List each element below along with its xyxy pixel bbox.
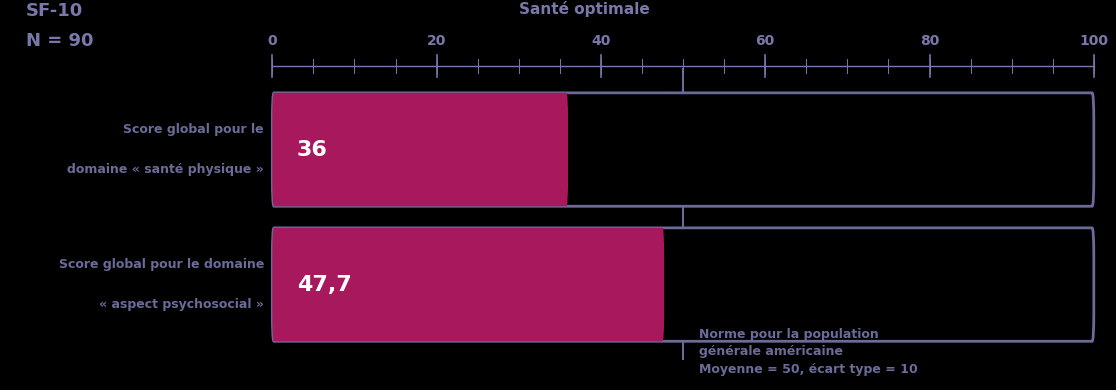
FancyBboxPatch shape	[272, 228, 1094, 341]
Text: Score global pour le domaine: Score global pour le domaine	[59, 258, 264, 271]
Text: 36: 36	[297, 140, 328, 160]
Text: « aspect psychosocial »: « aspect psychosocial »	[99, 298, 264, 311]
Text: 20: 20	[427, 34, 446, 48]
FancyBboxPatch shape	[272, 93, 1094, 206]
Text: Norme pour la population: Norme pour la population	[700, 328, 879, 341]
Text: 80: 80	[920, 34, 940, 48]
Text: 100: 100	[1079, 34, 1108, 48]
Text: SF-10: SF-10	[26, 2, 83, 20]
Text: 0: 0	[268, 34, 277, 48]
Text: N = 90: N = 90	[26, 32, 94, 50]
Text: 40: 40	[591, 34, 610, 48]
FancyBboxPatch shape	[272, 228, 664, 341]
Text: Score global pour le: Score global pour le	[124, 123, 264, 136]
Text: 60: 60	[756, 34, 775, 48]
Text: Santé optimale: Santé optimale	[519, 1, 650, 17]
Text: 47,7: 47,7	[297, 275, 352, 294]
FancyBboxPatch shape	[272, 93, 568, 206]
Text: Moyenne = 50, écart type = 10: Moyenne = 50, écart type = 10	[700, 363, 918, 376]
Text: générale américaine: générale américaine	[700, 345, 844, 358]
Text: domaine « santé physique »: domaine « santé physique »	[67, 163, 264, 176]
